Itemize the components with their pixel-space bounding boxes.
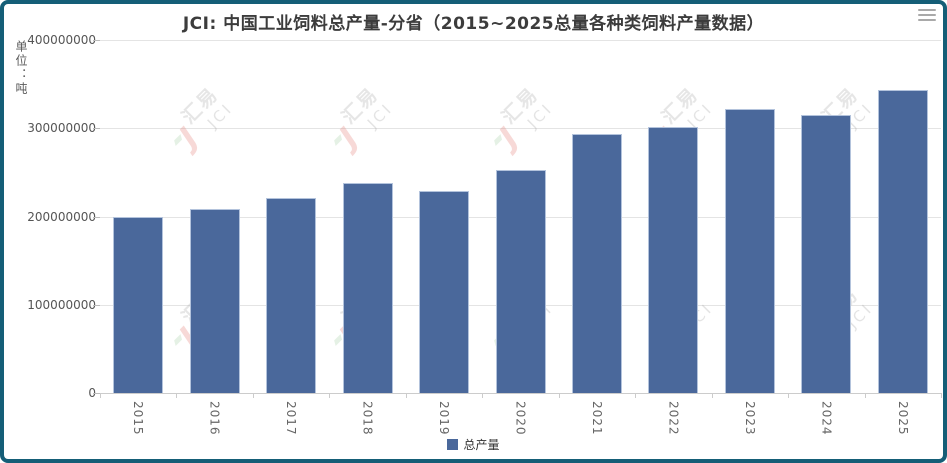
gridline: [100, 40, 941, 41]
x-axis-label-2024: 2024: [819, 401, 834, 436]
legend-swatch-icon[interactable]: [447, 439, 459, 450]
gridline: [100, 128, 941, 130]
y-axis-unit-label: 单位：吨: [14, 40, 28, 96]
bar-2023[interactable]: [724, 109, 775, 393]
chart-title: JCI: 中国工业饲料总产量-分省（2015~2025总量各种类饲料产量数据）: [182, 14, 765, 34]
x-axis-tick-mark: [941, 393, 942, 398]
x-axis-tick-mark: [788, 393, 790, 398]
y-axis-tick-label: 0: [88, 386, 96, 400]
bar-2025[interactable]: [877, 89, 928, 393]
y-axis-tick-label: 300000000: [27, 121, 96, 136]
bar-2020[interactable]: [495, 169, 546, 393]
x-axis-tick-mark: [864, 393, 866, 398]
bar-2021[interactable]: [571, 134, 622, 393]
bar-2024[interactable]: [801, 114, 852, 393]
y-axis-tick-mark: [93, 128, 100, 130]
legend: 总产量: [4, 436, 943, 453]
bar-2018[interactable]: [342, 183, 393, 393]
y-axis-tick-mark: [93, 40, 100, 41]
menu-line: [918, 19, 936, 21]
bar-2015[interactable]: [113, 216, 164, 393]
x-axis-tick-mark: [711, 393, 713, 398]
x-axis-tick-mark: [329, 393, 331, 398]
x-axis-label-2017: 2017: [284, 401, 299, 436]
y-axis-tick-mark: [93, 304, 100, 306]
x-axis-tick-mark: [100, 393, 101, 398]
x-axis-tick-mark: [176, 393, 178, 398]
plot-area: [100, 40, 942, 398]
x-axis-tick-mark: [558, 393, 560, 398]
x-axis-tick-mark: [252, 393, 254, 398]
x-axis-tick-mark: [405, 393, 407, 398]
x-axis-label-2022: 2022: [666, 401, 681, 436]
y-axis-tick-label: 200000000: [27, 209, 96, 224]
hamburger-menu-icon[interactable]: [917, 7, 937, 23]
x-axis-label-2016: 2016: [207, 401, 222, 436]
x-axis-label-2021: 2021: [589, 401, 604, 436]
x-axis-tick-mark: [635, 393, 637, 398]
x-axis-line: [100, 393, 941, 394]
bar-2017[interactable]: [266, 197, 317, 393]
x-axis-tick-mark: [482, 393, 484, 398]
x-axis-label-2025: 2025: [895, 401, 910, 436]
y-axis-tick-mark: [93, 393, 100, 394]
menu-line: [918, 14, 936, 16]
y-axis-tick-label: 400000000: [27, 33, 96, 47]
bar-2016[interactable]: [189, 208, 240, 393]
y-axis-tick-label: 100000000: [27, 297, 96, 312]
x-axis-label-2020: 2020: [513, 401, 528, 436]
bar-2019[interactable]: [419, 190, 470, 393]
x-axis-label-2015: 2015: [131, 401, 146, 436]
x-axis-label-2023: 2023: [742, 401, 757, 436]
x-axis-label-2019: 2019: [437, 401, 452, 436]
bar-2022[interactable]: [648, 126, 699, 393]
menu-line: [918, 9, 936, 11]
legend-item-label[interactable]: 总产量: [463, 438, 500, 452]
x-axis-label-2018: 2018: [360, 401, 375, 436]
y-axis-tick-mark: [93, 216, 100, 218]
